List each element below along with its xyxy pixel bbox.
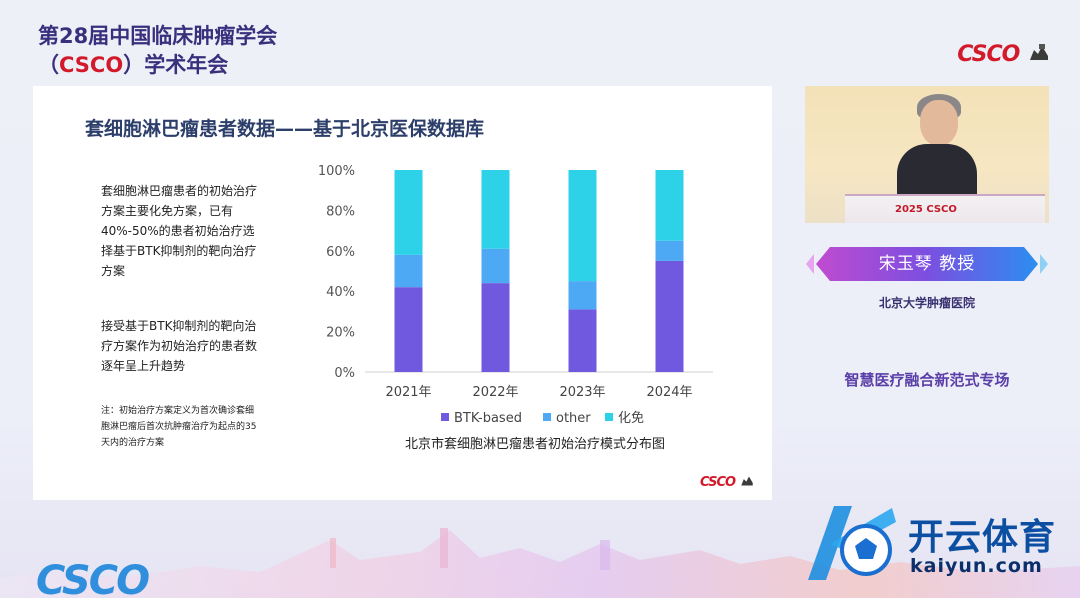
bar-segment-btk (655, 260, 684, 372)
legend-swatch (441, 413, 449, 421)
conference-title: 第28届中国临床肿瘤学会 （CSCO）学术年会 (38, 22, 277, 80)
bar-segment-other (481, 248, 510, 284)
slide-paragraph-2: 接受基于BTK抑制剂的靶向治疗方案作为初始治疗的患者数逐年呈上升趋势 (101, 319, 258, 373)
speaker-affiliation: 北京大学肿瘤医院 (878, 296, 975, 310)
csco-text: CSCO (59, 53, 124, 77)
y-tick-label: 100% (318, 164, 355, 179)
great-wall-icon (1030, 44, 1048, 60)
watermark-url: kaiyun.com (910, 555, 1043, 577)
speaker-name: 宋玉琴 教授 (878, 254, 976, 274)
kaiyun-logo-icon (808, 506, 896, 580)
legend-swatch (605, 413, 613, 421)
x-tick-label: 2024年 (646, 385, 692, 400)
bar-segment-btk (568, 309, 597, 372)
slide-title: 套细胞淋巴瘤患者数据——基于北京医保数据库 (85, 118, 485, 140)
legend-swatch (543, 413, 551, 421)
conference-title-line1: 第28届中国临床肿瘤学会 (38, 24, 278, 48)
chart-caption: 北京市套细胞淋巴瘤患者初始治疗模式分布图 (405, 436, 665, 452)
bar-segment-btk (481, 283, 510, 372)
slide-csco-logo: CSCO (700, 474, 755, 490)
x-tick-label: 2022年 (472, 385, 518, 400)
name-banner-shape (806, 247, 1048, 281)
csco-logo-bottom: CSCO (36, 558, 150, 598)
speaker-face (920, 100, 958, 146)
legend-label: BTK-based (454, 411, 522, 426)
bar-segment-other (655, 240, 684, 261)
podium-text: 2025 CSCO (895, 204, 957, 215)
csco-logo-top: CSCO (957, 42, 1050, 67)
watermark-brand-name: 开云体育 (908, 517, 1057, 558)
bar-segment-btk (394, 287, 423, 372)
x-tick-label: 2021年 (385, 385, 431, 400)
bar-segment-chemo (655, 170, 684, 241)
bar-segment-chemo (481, 170, 510, 249)
bar-segment-other (394, 254, 423, 288)
y-tick-label: 60% (326, 245, 355, 260)
great-wall-icon (740, 476, 753, 486)
slide-paragraph-1: 套细胞淋巴瘤患者的初始治疗方案主要化免方案，已有40%-50%的患者初始治疗选择… (101, 184, 258, 278)
session-title: 智慧医疗融合新范式专场 (844, 371, 1010, 389)
speaker-name-banner: 宋玉琴 教授 (806, 244, 1048, 284)
city-skyline-decoration (0, 528, 1080, 598)
y-tick-label: 80% (326, 204, 355, 219)
y-tick-label: 20% (326, 326, 355, 341)
conference-title-line2: （CSCO）学术年会 (38, 53, 229, 77)
presentation-slide: 套细胞淋巴瘤患者数据——基于北京医保数据库 套细胞淋巴瘤患者的初始治疗方案主要化… (33, 86, 772, 500)
csco-logo-text: CSCO (957, 42, 1020, 67)
y-tick-label: 0% (334, 366, 355, 381)
bar-segment-chemo (394, 170, 423, 255)
bar-segment-chemo (568, 170, 597, 282)
podium (845, 194, 1045, 223)
legend-label: other (556, 411, 591, 426)
slide-note: 注：初始治疗方案定义为首次确诊套细胞淋巴瘤后首次抗肿瘤治疗为起点的35天内的治疗… (101, 406, 257, 448)
slide-logo-text: CSCO (700, 475, 736, 490)
legend-label: 化免 (618, 411, 644, 426)
speaker-video: 2025 CSCO (805, 86, 1049, 223)
y-tick-label: 40% (326, 285, 355, 300)
bar-segment-other (568, 281, 597, 310)
x-tick-label: 2023年 (559, 385, 605, 400)
stacked-bar-chart: 0% 20% 40% 60% 80% 100% 2021年 2022年 2023年 2024年 BT… (318, 164, 713, 452)
